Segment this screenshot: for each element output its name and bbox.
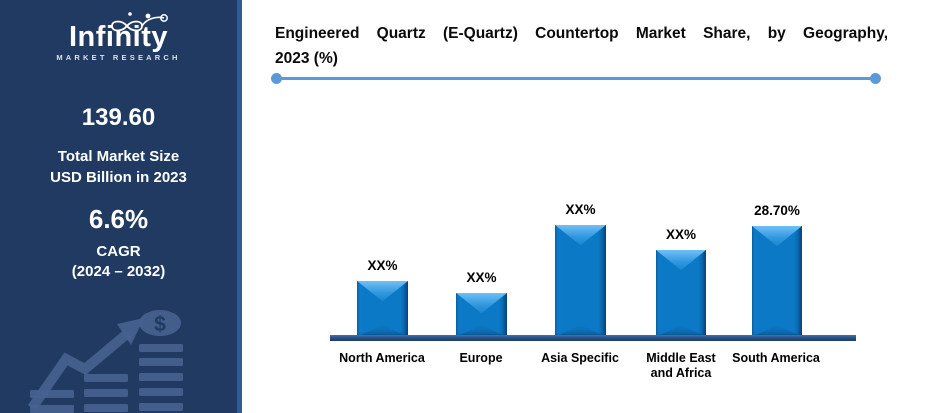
- category-label-north-america: North America: [339, 351, 425, 365]
- market-size-label-line1: Total Market Size: [57, 148, 180, 165]
- divider-line: [276, 77, 875, 80]
- market-size-label-line2: USD Billion in 2023: [50, 169, 187, 186]
- chart-title-line1: Engineered Quartz (E-Quartz) Countertop …: [275, 25, 888, 42]
- bar-value-label: XX%: [565, 202, 596, 217]
- divider-dot-left: [271, 73, 282, 84]
- cagr-label-line1: CAGR: [96, 243, 141, 260]
- category-label-europe: Europe: [459, 351, 503, 365]
- sidebar-edge-strip: [237, 0, 242, 413]
- bar-column-middle-east-africa: XX%: [656, 227, 706, 337]
- x-axis-line: [330, 335, 856, 341]
- bar-value-label: XX%: [367, 258, 398, 273]
- growth-chart-money-icon: $: [27, 310, 183, 413]
- cagr-label-line2: (2024 – 2032): [71, 263, 166, 280]
- chart-title-line2: 2023 (%): [275, 50, 338, 67]
- bar-value-label: XX%: [665, 227, 696, 242]
- title-divider: [271, 73, 881, 84]
- bar-value-label: XX%: [466, 270, 497, 285]
- bar-asia-specific: [555, 225, 606, 337]
- chart-title: Engineered Quartz (E-Quartz) Countertop …: [275, 21, 888, 71]
- bar-column-north-america: XX%: [357, 258, 408, 337]
- category-label-middle-east-africa: Middle East and Africa: [646, 351, 716, 380]
- bar-europe: [456, 293, 507, 337]
- category-label-asia-specific: Asia Specific: [541, 351, 619, 365]
- bar-middle-east-africa: [656, 250, 706, 337]
- bar-chart: XX% XX% XX% XX% 28.70% North America Eur…: [330, 195, 856, 380]
- dollar-sign: $: [154, 313, 166, 336]
- cagr-label: CAGR (2024 – 2032): [0, 242, 237, 282]
- cagr-value: 6.6%: [88, 204, 149, 234]
- brand-tagline: MARKET RESEARCH: [56, 53, 181, 62]
- bar-column-south-america: 28.70%: [752, 203, 802, 337]
- bar-value-label: 28.70%: [754, 203, 800, 218]
- bar-north-america: [357, 281, 408, 337]
- bar-column-europe: XX%: [456, 270, 507, 337]
- brand-name: Infinity: [68, 21, 169, 53]
- bar-column-asia-specific: XX%: [555, 202, 606, 337]
- bar-south-america: [752, 226, 802, 337]
- market-size-value: 139.60: [81, 104, 156, 131]
- market-size-label: Total Market Size USD Billion in 2023: [0, 146, 237, 188]
- infinity-icon: [111, 12, 168, 32]
- divider-dot-right: [870, 73, 881, 84]
- category-label-south-america: South America: [732, 351, 820, 365]
- sidebar: Infinity MARKET RESEARCH 139.60 Total Ma…: [0, 0, 237, 413]
- brand-logo: Infinity MARKET RESEARCH: [0, 12, 237, 62]
